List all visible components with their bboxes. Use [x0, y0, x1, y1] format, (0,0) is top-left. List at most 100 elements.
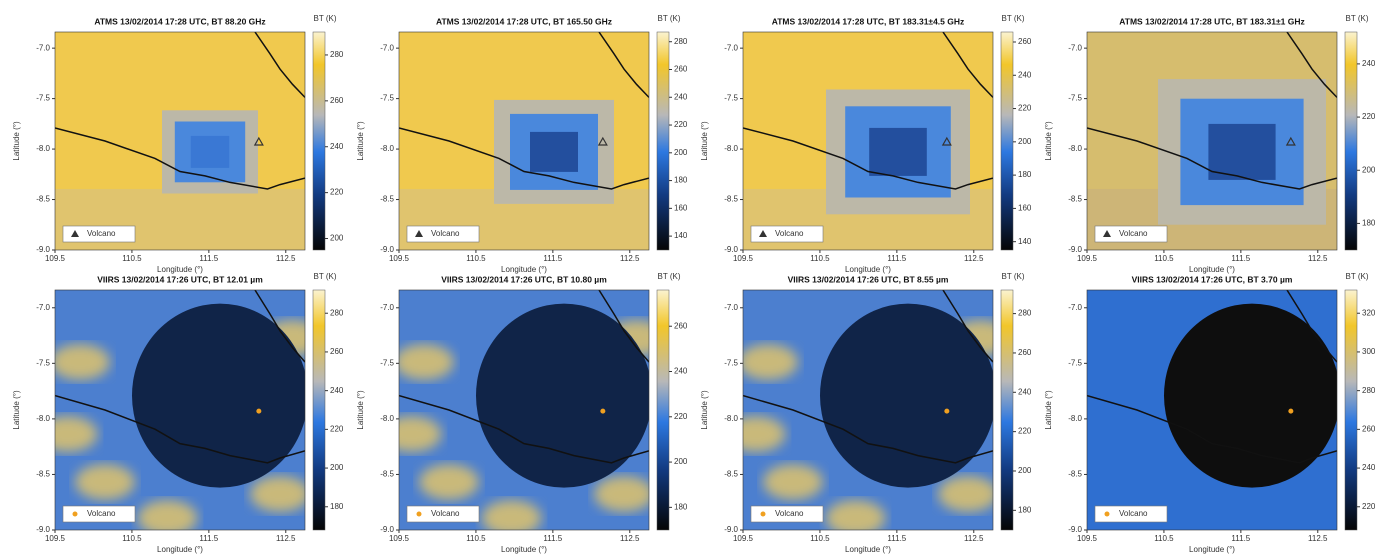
- x-tick-label: 111.5: [1231, 534, 1250, 543]
- x-tick-label: 112.5: [964, 534, 984, 543]
- x-tick-label: 112.5: [276, 534, 296, 543]
- y-tick-label: -7.0: [380, 303, 394, 312]
- colorbar-tick-label: 280: [330, 308, 344, 317]
- colorbar-tick-label: 220: [674, 120, 688, 129]
- colorbar-label: BT (K): [314, 272, 337, 281]
- plot-title: VIIRS 13/02/2014 17:26 UTC, BT 8.55 µm: [788, 274, 949, 284]
- colorbar-tick-label: 160: [1018, 204, 1032, 213]
- colorbar-tick-label: 240: [330, 386, 344, 395]
- plot-title: ATMS 13/02/2014 17:28 UTC, BT 183.31±4.5…: [772, 16, 965, 26]
- colorbar-tick-label: 280: [1362, 386, 1376, 395]
- colorbar-tick-label: 140: [674, 231, 688, 240]
- x-tick-label: 111.5: [199, 534, 218, 543]
- map-area: [1087, 32, 1337, 250]
- x-tick-label: 112.5: [964, 254, 984, 263]
- y-tick-label: -9.0: [36, 245, 50, 254]
- map-area: [382, 290, 667, 536]
- plot-title: VIIRS 13/02/2014 17:26 UTC, BT 3.70 µm: [1132, 274, 1293, 284]
- legend-label: Volcano: [775, 229, 804, 238]
- y-tick-label: -7.5: [380, 358, 394, 367]
- legend-marker: [761, 512, 766, 517]
- x-tick-label: 109.5: [733, 534, 754, 543]
- y-axis-label: Latitude (°): [700, 390, 709, 430]
- colorbar-tick-label: 140: [1018, 237, 1032, 246]
- y-tick-label: -7.0: [1068, 303, 1082, 312]
- legend-label: Volcano: [87, 509, 116, 518]
- colorbar-tick-label: 220: [330, 424, 344, 433]
- x-tick-label: 109.5: [389, 254, 410, 263]
- x-tick-label: 110.5: [1154, 534, 1174, 543]
- y-tick-label: -8.5: [1068, 470, 1082, 479]
- x-tick-label: 110.5: [1154, 254, 1174, 263]
- colorbar: [1001, 32, 1013, 250]
- y-tick-label: -9.0: [380, 245, 394, 254]
- legend-marker: [417, 512, 422, 517]
- x-tick-label: 112.5: [1308, 534, 1328, 543]
- y-tick-label: -7.0: [724, 303, 738, 312]
- x-tick-label: 110.5: [466, 534, 486, 543]
- colorbar-tick-label: 240: [1362, 59, 1376, 68]
- volcano-marker: [1288, 409, 1293, 414]
- colorbar-tick-label: 260: [674, 65, 688, 74]
- colorbar-tick-label: 200: [1018, 137, 1032, 146]
- field-cloud: [250, 476, 310, 512]
- colorbar-tick-label: 320: [1362, 308, 1376, 317]
- y-axis-label: Latitude (°): [356, 121, 365, 161]
- y-tick-label: -7.5: [380, 94, 394, 103]
- y-tick-label: -7.5: [36, 94, 50, 103]
- plot-title: VIIRS 13/02/2014 17:26 UTC, BT 12.01 µm: [97, 274, 263, 284]
- y-tick-label: -8.5: [724, 470, 738, 479]
- plot-title: ATMS 13/02/2014 17:28 UTC, BT 165.50 GHz: [436, 16, 612, 26]
- y-tick-label: -7.5: [36, 358, 50, 367]
- plot-title: ATMS 13/02/2014 17:28 UTC, BT 88.20 GHz: [94, 16, 265, 26]
- legend-label: Volcano: [1119, 509, 1148, 518]
- y-tick-label: -9.0: [1068, 525, 1082, 534]
- colorbar-tick-label: 260: [330, 96, 344, 105]
- field-cloud: [763, 464, 823, 500]
- x-tick-label: 112.5: [620, 254, 640, 263]
- legend-label: Volcano: [431, 229, 460, 238]
- y-tick-label: -8.0: [1068, 144, 1082, 153]
- x-tick-label: 111.5: [543, 534, 562, 543]
- y-tick-label: -7.0: [1068, 43, 1082, 52]
- x-tick-label: 110.5: [810, 254, 830, 263]
- field-core: [530, 132, 578, 172]
- map-area: [38, 290, 323, 536]
- colorbar-tick-label: 280: [330, 50, 344, 59]
- plot-title: VIIRS 13/02/2014 17:26 UTC, BT 10.80 µm: [441, 274, 607, 284]
- y-tick-label: -8.5: [380, 470, 394, 479]
- x-axis-label: Longitude (°): [1189, 265, 1235, 274]
- x-tick-label: 111.5: [1231, 254, 1250, 263]
- colorbar-label: BT (K): [658, 14, 681, 23]
- x-tick-label: 111.5: [887, 254, 906, 263]
- x-tick-label: 109.5: [1077, 534, 1098, 543]
- legend-label: Volcano: [431, 509, 460, 518]
- colorbar-label: BT (K): [1346, 14, 1369, 23]
- x-tick-label: 112.5: [620, 534, 640, 543]
- volcano-marker: [944, 409, 949, 414]
- x-tick-label: 111.5: [199, 254, 218, 263]
- field-core: [191, 136, 229, 168]
- y-axis-label: Latitude (°): [1044, 390, 1053, 430]
- colorbar-tick-label: 200: [1362, 165, 1376, 174]
- colorbar-tick-label: 180: [330, 502, 344, 511]
- colorbar-tick-label: 240: [330, 142, 344, 151]
- field-cloud: [738, 344, 798, 380]
- colorbar-tick-label: 240: [674, 367, 688, 376]
- y-tick-label: -8.0: [380, 144, 394, 153]
- field-plume: [476, 304, 652, 488]
- x-axis-label: Longitude (°): [501, 265, 547, 274]
- colorbar-label: BT (K): [1002, 14, 1025, 23]
- colorbar-tick-label: 220: [674, 412, 688, 421]
- y-tick-label: -9.0: [380, 525, 394, 534]
- colorbar-tick-label: 200: [330, 234, 344, 243]
- y-tick-label: -8.5: [36, 195, 50, 204]
- y-tick-label: -8.5: [724, 195, 738, 204]
- y-tick-label: -9.0: [724, 245, 738, 254]
- x-axis-label: Longitude (°): [845, 545, 891, 554]
- legend-label: Volcano: [87, 229, 116, 238]
- colorbar-label: BT (K): [658, 272, 681, 281]
- map-area: [743, 32, 993, 250]
- y-tick-label: -9.0: [36, 525, 50, 534]
- x-tick-label: 110.5: [122, 254, 142, 263]
